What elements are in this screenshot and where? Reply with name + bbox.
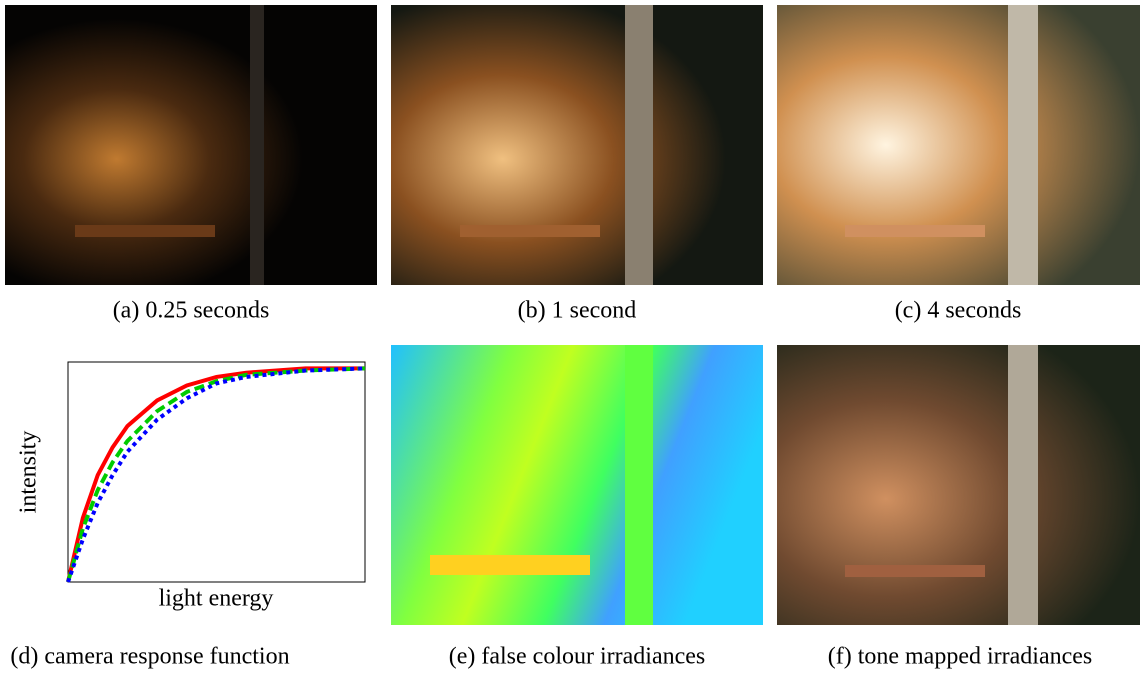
photo-e [391,345,763,625]
caption: (c) 4 seconds [895,298,1022,324]
response-curve [68,368,365,582]
figure: light energy intensity (a) 0.25 seconds … [0,0,1144,684]
plot-frame [68,362,365,582]
caption: (e) false colour irradiances [449,644,706,670]
caption: (f) tone mapped irradiances [828,644,1093,670]
caption: (b) 1 second [518,298,637,324]
y-axis-label: intensity [16,431,42,514]
photo-b [391,5,763,285]
photo-f [777,345,1140,625]
photo-c [777,5,1140,285]
x-axis-label: light energy [159,586,274,612]
caption: (a) 0.25 seconds [113,298,270,324]
caption: (d) camera response function [10,644,289,670]
photo-a [5,5,377,285]
